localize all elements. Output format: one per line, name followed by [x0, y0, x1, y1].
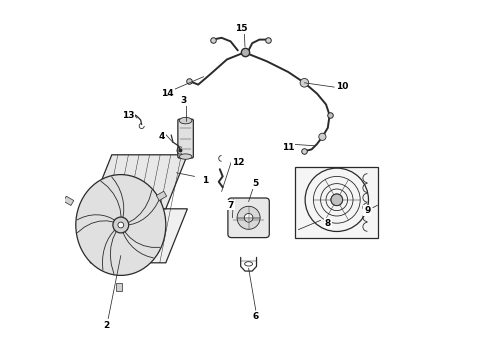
- Circle shape: [331, 194, 343, 206]
- Circle shape: [300, 78, 309, 87]
- Text: 13: 13: [122, 111, 134, 120]
- Text: 6: 6: [253, 312, 259, 321]
- Circle shape: [237, 206, 260, 229]
- Ellipse shape: [245, 262, 252, 266]
- Text: 3: 3: [181, 96, 187, 105]
- Text: 1: 1: [202, 176, 209, 185]
- Bar: [295, 167, 378, 238]
- Text: 14: 14: [161, 89, 174, 98]
- Ellipse shape: [179, 154, 192, 159]
- Text: 10: 10: [336, 82, 348, 91]
- Text: 7: 7: [227, 201, 234, 210]
- Text: 11: 11: [282, 143, 294, 152]
- Text: 9: 9: [364, 206, 370, 215]
- Circle shape: [118, 222, 123, 228]
- Text: 5: 5: [253, 179, 259, 188]
- Polygon shape: [90, 155, 187, 209]
- Text: 12: 12: [232, 158, 244, 166]
- Text: 8: 8: [325, 219, 331, 228]
- Bar: [63, 196, 74, 206]
- Text: 4: 4: [159, 132, 166, 141]
- Circle shape: [113, 217, 129, 233]
- Text: 15: 15: [235, 24, 247, 33]
- Bar: [156, 191, 167, 201]
- Ellipse shape: [179, 117, 192, 124]
- FancyBboxPatch shape: [178, 119, 194, 158]
- Ellipse shape: [76, 175, 166, 275]
- Bar: [117, 283, 122, 291]
- Circle shape: [319, 133, 326, 140]
- Text: 2: 2: [103, 321, 110, 330]
- Polygon shape: [90, 209, 187, 263]
- FancyBboxPatch shape: [228, 198, 270, 238]
- Circle shape: [245, 213, 253, 222]
